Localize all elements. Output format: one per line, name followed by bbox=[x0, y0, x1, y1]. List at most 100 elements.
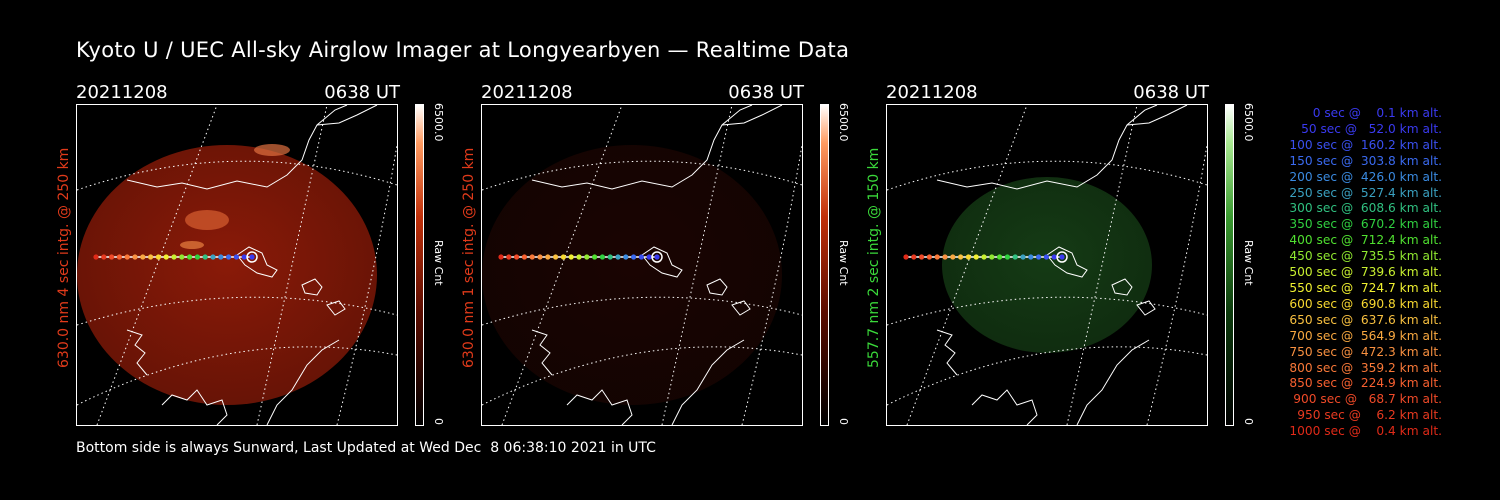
trajectory-point bbox=[568, 254, 574, 260]
trajectory-point bbox=[514, 254, 520, 260]
trajectory-point bbox=[1059, 254, 1065, 260]
trajectory-point bbox=[903, 254, 909, 260]
aurora-patch bbox=[254, 144, 290, 156]
trajectory-point bbox=[615, 254, 621, 260]
trajectory-point bbox=[654, 254, 660, 260]
trajectory-point bbox=[132, 254, 138, 260]
trajectory-point bbox=[1004, 254, 1010, 260]
legend-entry: 850 sec @ 224.9 km alt. bbox=[1289, 376, 1442, 391]
trajectory-point bbox=[584, 254, 590, 260]
trajectory-point bbox=[1028, 254, 1034, 260]
legend-entry: 800 sec @ 359.2 km alt. bbox=[1289, 360, 1442, 375]
trajectory-point bbox=[148, 254, 154, 260]
trajectory-point bbox=[1051, 254, 1057, 260]
panel-2-cbar-min: 0 bbox=[837, 418, 850, 425]
panel-3-cbar-unit: Raw Cnt bbox=[1242, 240, 1255, 286]
trajectory-point bbox=[576, 254, 582, 260]
legend-entry: 550 sec @ 724.7 km alt. bbox=[1289, 280, 1442, 295]
trajectory-legend: 0 sec @ 0.1 km alt. 50 sec @ 52.0 km alt… bbox=[1262, 106, 1442, 440]
trajectory-point bbox=[116, 254, 122, 260]
panel-1-colorbar bbox=[415, 104, 424, 426]
panel-2-image bbox=[481, 104, 803, 426]
panel-2-cbar-max: 6500.0 bbox=[837, 103, 850, 142]
trajectory-point bbox=[202, 254, 208, 260]
trajectory-point bbox=[233, 254, 239, 260]
trajectory-point bbox=[553, 254, 559, 260]
trajectory-point bbox=[498, 254, 504, 260]
panel-1-time: 0638 UT bbox=[324, 82, 400, 103]
sky-disc bbox=[482, 145, 782, 405]
legend-entry: 900 sec @ 68.7 km alt. bbox=[1293, 392, 1442, 407]
trajectory-point bbox=[981, 254, 987, 260]
panel-3-colorbar bbox=[1225, 104, 1234, 426]
trajectory-point bbox=[194, 254, 200, 260]
trajectory-point bbox=[965, 254, 971, 260]
panel-1-date: 20211208 bbox=[76, 82, 168, 103]
panel-1-image bbox=[76, 104, 398, 426]
trajectory-point bbox=[101, 254, 107, 260]
trajectory-point bbox=[163, 254, 169, 260]
sky-disc bbox=[77, 145, 377, 405]
trajectory-point bbox=[599, 254, 605, 260]
trajectory-point bbox=[537, 254, 543, 260]
trajectory-point bbox=[171, 254, 177, 260]
trajectory-start-point bbox=[1056, 251, 1068, 263]
trajectory-start-point bbox=[246, 251, 258, 263]
trajectory-point bbox=[545, 254, 551, 260]
trajectory-point bbox=[934, 254, 940, 260]
trajectory-start-point bbox=[651, 251, 663, 263]
panel-3-ylabel: 557.7 nm 2 sec intg. @ 150 km bbox=[866, 147, 882, 368]
trajectory-point bbox=[997, 254, 1003, 260]
trajectory-point bbox=[1012, 254, 1018, 260]
trajectory-point bbox=[942, 254, 948, 260]
trajectory-point bbox=[560, 254, 566, 260]
trajectory-point bbox=[226, 254, 232, 260]
panel-3-cbar-min: 0 bbox=[1242, 418, 1255, 425]
trajectory-point bbox=[109, 254, 115, 260]
trajectory-point bbox=[911, 254, 917, 260]
trajectory-point bbox=[124, 254, 130, 260]
legend-entry: 450 sec @ 735.5 km alt. bbox=[1289, 249, 1442, 264]
legend-entry: 650 sec @ 637.6 km alt. bbox=[1289, 312, 1442, 327]
legend-entry: 600 sec @ 690.8 km alt. bbox=[1289, 296, 1442, 311]
legend-entry: 0 sec @ 0.1 km alt. bbox=[1312, 106, 1442, 120]
aurora-patch bbox=[185, 210, 229, 230]
panel-2-time: 0638 UT bbox=[728, 82, 804, 103]
legend-entry: 500 sec @ 739.6 km alt. bbox=[1289, 265, 1442, 280]
legend-entry: 700 sec @ 564.9 km alt. bbox=[1289, 328, 1442, 343]
panel-1-cbar-max: 6500.0 bbox=[432, 103, 445, 142]
panel-1-cbar-unit: Raw Cnt bbox=[432, 240, 445, 286]
trajectory-point bbox=[187, 254, 193, 260]
trajectory-point bbox=[950, 254, 956, 260]
footer-note: Bottom side is always Sunward, Last Upda… bbox=[76, 440, 656, 456]
legend-entry: 300 sec @ 608.6 km alt. bbox=[1289, 201, 1442, 216]
legend-entry: 350 sec @ 670.2 km alt. bbox=[1289, 217, 1442, 232]
legend-entry: 250 sec @ 527.4 km alt. bbox=[1289, 185, 1442, 200]
panel-2-colorbar bbox=[820, 104, 829, 426]
panel-3-image bbox=[886, 104, 1208, 426]
trajectory-point bbox=[592, 254, 598, 260]
trajectory-point bbox=[989, 254, 995, 260]
legend-entry: 150 sec @ 303.8 km alt. bbox=[1289, 153, 1442, 168]
trajectory-point bbox=[926, 254, 932, 260]
trajectory-point bbox=[631, 254, 637, 260]
page-title: Kyoto U / UEC All-sky Airglow Imager at … bbox=[76, 38, 850, 62]
trajectory-point bbox=[1043, 254, 1049, 260]
trajectory-point bbox=[1020, 254, 1026, 260]
trajectory-point bbox=[973, 254, 979, 260]
legend-entry: 400 sec @ 712.4 km alt. bbox=[1289, 233, 1442, 248]
trajectory-point bbox=[179, 254, 185, 260]
trajectory-point bbox=[155, 254, 161, 260]
trajectory-point bbox=[638, 254, 644, 260]
legend-entry: 200 sec @ 426.0 km alt. bbox=[1289, 169, 1442, 184]
panel-1-cbar-min: 0 bbox=[432, 418, 445, 425]
sky-disc bbox=[942, 177, 1152, 353]
trajectory-point bbox=[241, 254, 247, 260]
trajectory-point bbox=[218, 254, 224, 260]
trajectory-point bbox=[958, 254, 964, 260]
trajectory-point bbox=[93, 254, 99, 260]
trajectory-point bbox=[506, 254, 512, 260]
trajectory-point bbox=[607, 254, 613, 260]
legend-entry: 100 sec @ 160.2 km alt. bbox=[1289, 137, 1442, 152]
trajectory-point bbox=[529, 254, 535, 260]
